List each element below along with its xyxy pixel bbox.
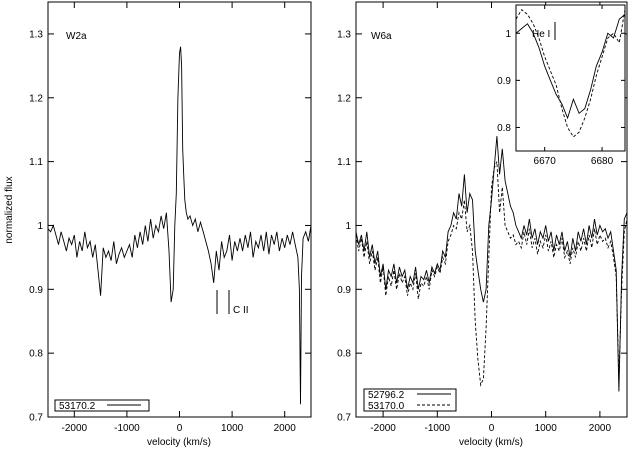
w2a-ytick-label: 0.9 xyxy=(29,285,43,296)
legend-label-53170.0: 53170.0 xyxy=(368,401,405,412)
legend-label-52796.2: 52796.2 xyxy=(368,390,405,401)
w6a-xtick-label: 0 xyxy=(489,423,495,434)
legend-box-left xyxy=(54,399,150,412)
w6a-xtick-label: -1000 xyxy=(425,423,451,434)
inset-ytick-label: 0.9 xyxy=(497,76,511,87)
panel-label-w6a: W6a xyxy=(371,31,392,42)
left-x-axis-label: velocity (km/s) xyxy=(147,437,211,448)
w2a-xtick-label: 0 xyxy=(177,423,183,434)
hei-label: He I xyxy=(532,29,550,40)
left-plot-frame xyxy=(47,1,312,418)
w2a-xtick-label: 1000 xyxy=(221,423,244,434)
w2a-ytick-label: 1 xyxy=(37,221,43,232)
w2a-ytick-label: 0.8 xyxy=(29,349,43,360)
w2a-xtick-label: -1000 xyxy=(114,423,140,434)
y-axis-label: normalized flux xyxy=(4,176,15,243)
legend-label-53170.2: 53170.2 xyxy=(59,401,96,412)
inset-ytick-label: 0.8 xyxy=(497,123,511,134)
w6a-ytick-label: 0.7 xyxy=(337,413,351,424)
w2a-ytick-label: 0.7 xyxy=(29,413,43,424)
w2a-ytick-label: 1.2 xyxy=(29,93,43,104)
inset-frame xyxy=(515,4,626,152)
w6a-series-52796-2 xyxy=(355,136,628,392)
w6a-ytick-label: 1 xyxy=(345,221,351,232)
w2a-ytick-label: 1.3 xyxy=(29,29,43,40)
inset-series-53170-0 xyxy=(515,9,626,138)
inset: 6670 6680 0.8 0.9 1 xyxy=(497,5,626,167)
w6a-ytick-label: 1.2 xyxy=(337,93,351,104)
inset-xtick-label: 6670 xyxy=(534,156,557,167)
inset-series-52796-2 xyxy=(515,14,626,120)
data-lines xyxy=(47,46,628,405)
w6a-ytick-label: 0.9 xyxy=(337,285,351,296)
w6a-ytick-label: 1.1 xyxy=(337,157,351,168)
w6a-ytick-label: 1.3 xyxy=(337,29,351,40)
w6a-xtick-label: -2000 xyxy=(370,423,396,434)
panel-label-w2a: W2a xyxy=(66,31,87,42)
inset-ytick-label: 1 xyxy=(505,29,511,40)
inset-xtick-label: 6680 xyxy=(591,156,614,167)
right-x-axis-label: velocity (km/s) xyxy=(459,437,523,448)
right-plot-frame xyxy=(355,1,628,418)
w2a-xtick-label: 2000 xyxy=(274,423,297,434)
cii-label: C II xyxy=(233,305,249,316)
ticks: -2000 -1000 0 1000 2000 0.7 0.8 0.9 1 1.1 1.2 1.3 -2… xyxy=(29,2,627,434)
w6a-xtick-label: 2000 xyxy=(589,423,612,434)
w6a-series-53170-0 xyxy=(355,161,628,387)
w2a-series-53170-2 xyxy=(47,46,312,405)
w2a-ytick-label: 1.1 xyxy=(29,157,43,168)
w2a-xtick-label: -2000 xyxy=(62,423,88,434)
w6a-xtick-label: 1000 xyxy=(535,423,558,434)
w6a-ytick-label: 0.8 xyxy=(337,349,351,360)
